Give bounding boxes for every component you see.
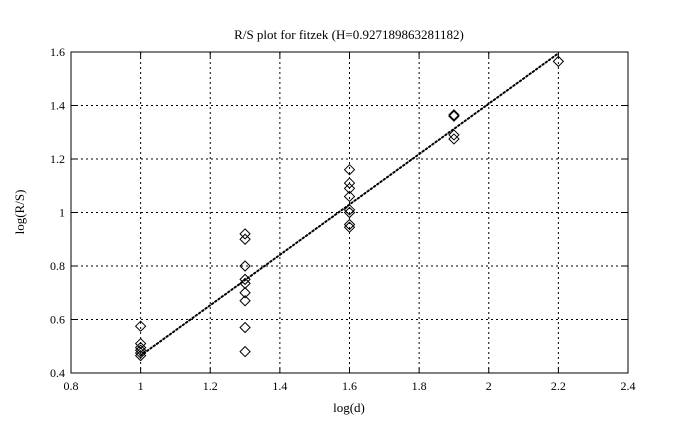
chart-title: R/S plot for fitzek (H=0.927189863281182… [234,27,464,42]
data-point-diamond [239,321,251,334]
x-tick-label: 1.2 [203,379,218,393]
data-point-diamond [343,163,356,176]
x-tick-label: 2.4 [621,379,636,393]
data-point-diamond [343,182,356,195]
y-tick-label: 1.2 [50,152,65,166]
data-point-diamond [134,320,147,332]
data-point-diamond [239,228,251,240]
data-point-diamond [134,349,147,362]
data-points [134,55,565,362]
data-point-diamond [343,206,356,219]
data-point-diamond [343,177,356,189]
data-point-diamond [343,221,356,233]
data-point-diamond [239,345,251,358]
y-axis-label: log(R/S) [12,190,27,235]
x-axis-label: log(d) [333,400,365,415]
data-point-diamond [239,295,251,307]
data-point-diamond [239,233,251,245]
plot-frame [70,51,629,374]
data-point-diamond [448,109,460,121]
x-tick-label: 1.8 [412,379,427,393]
y-tick-label: 1 [59,206,65,220]
x-tick-label: 2 [486,379,492,393]
data-point-diamond [552,55,565,68]
y-tick-label: 1.4 [50,99,65,113]
data-point-diamond [134,347,147,359]
grid [71,52,628,373]
data-point-diamond [343,218,356,231]
x-tick-label: 1 [138,379,144,393]
x-tick-label: 1.4 [272,379,287,393]
y-tick-label: 0.8 [50,259,65,273]
data-point-diamond [239,260,251,272]
data-point-diamond [239,273,251,286]
x-tick-label: 2.2 [551,379,566,393]
data-point-diamond [448,133,460,145]
data-point-diamond [239,287,251,299]
y-tick-label: 0.4 [50,366,65,380]
ticks [70,51,629,374]
x-tick-label: 0.8 [64,379,79,393]
data-point-diamond [448,129,460,141]
y-tick-label: 1.6 [50,45,65,59]
data-point-diamond [343,190,356,203]
data-point-diamond [134,341,147,354]
y-tick-label: 0.6 [50,313,65,327]
data-point-diamond [134,344,147,356]
tick-labels: 0.8 1 1.2 1.4 1.6 1.8 2 2.2 2.4 0.4 0.6 0.8 1 1.2 1.4 1… [50,45,636,393]
data-point-diamond [343,204,356,216]
x-tick-label: 1.6 [342,379,357,393]
data-point-diamond [448,110,460,122]
